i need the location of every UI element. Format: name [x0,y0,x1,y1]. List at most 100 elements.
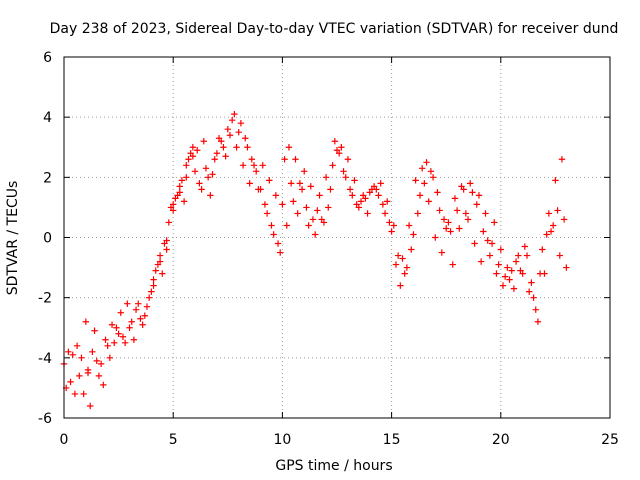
x-axis-label: GPS time / hours [275,458,392,474]
data-point [447,228,454,235]
data-point [259,162,266,169]
data-point [121,339,129,346]
data-point [246,180,253,187]
data-point [484,237,491,244]
data-point [377,180,384,187]
data-point [189,153,197,160]
data-point [329,162,336,169]
data-point [401,270,408,277]
data-point [248,156,256,163]
data-point [388,228,395,235]
data-point [220,144,227,151]
data-point [536,270,544,277]
data-point [381,210,389,217]
data-point [301,168,308,175]
data-point [560,216,568,223]
series-3 [65,116,570,398]
data-point [84,369,92,377]
data-point [233,144,240,151]
data-point [213,150,221,157]
data-point [493,270,500,277]
data-point [429,174,437,181]
data-point [477,258,485,265]
data-point [73,342,81,349]
data-point [471,240,478,247]
data-point [97,360,105,368]
data-point [148,288,155,295]
data-point [292,156,299,163]
data-point [373,186,380,193]
data-point [183,162,190,169]
x-tick-label: 10 [273,432,291,448]
data-point [95,372,103,380]
data-point [523,252,531,259]
data-point [196,180,203,187]
data-point [525,288,533,295]
data-point [235,129,242,136]
data-point [508,267,515,274]
data-point [499,282,507,289]
x-tick-label: 25 [601,432,619,448]
data-point [416,192,424,199]
data-point [89,348,96,356]
y-axis-ticks: -6 -4 -2 0 2 4 6 [38,50,610,427]
data-point [528,279,535,286]
data-point [364,210,371,217]
data-point [137,315,144,322]
data-point [322,174,330,181]
data-point [237,119,245,127]
data-point [145,294,153,301]
data-point [462,210,470,217]
data-point [156,252,164,259]
data-point [194,147,201,154]
data-point [71,390,79,398]
data-point [141,312,149,319]
data-point [467,180,474,187]
data-point [287,180,295,187]
data-point [333,147,341,154]
data-point [305,222,312,229]
data-point [250,162,258,169]
data-point [150,276,157,283]
data-point [215,135,223,142]
data-point [434,189,441,196]
data-point [547,228,555,235]
data-point [135,300,142,307]
data-point [207,192,214,199]
data-point [261,201,269,208]
data-point [274,240,282,247]
data-point [397,282,404,289]
data-point [152,267,159,274]
data-point [346,186,354,193]
data-point [543,231,550,238]
data-point [113,324,120,331]
data-point [176,189,183,196]
y-axis-label: SDTVAR / TECUs [5,181,21,296]
data-point [344,156,352,163]
data-point [515,252,522,259]
data-point [532,306,539,313]
data-point [316,192,323,199]
data-point [111,339,118,346]
data-point [506,276,513,283]
data-point [353,201,360,208]
data-point [290,198,297,205]
x-tick-label: 0 [60,432,69,448]
data-point [128,318,135,325]
data-point [469,189,476,196]
data-point [486,252,494,259]
data-point [545,210,553,217]
data-point [106,354,114,362]
data-point [277,249,284,256]
data-point [379,201,387,208]
data-point [272,192,280,199]
data-point [185,156,192,163]
data-point [119,333,127,340]
data-point [242,135,249,142]
data-point [87,402,94,410]
data-point [159,270,166,277]
data-point [443,225,450,232]
data-point [163,237,170,244]
data-point [170,207,177,214]
data-point [488,240,496,247]
